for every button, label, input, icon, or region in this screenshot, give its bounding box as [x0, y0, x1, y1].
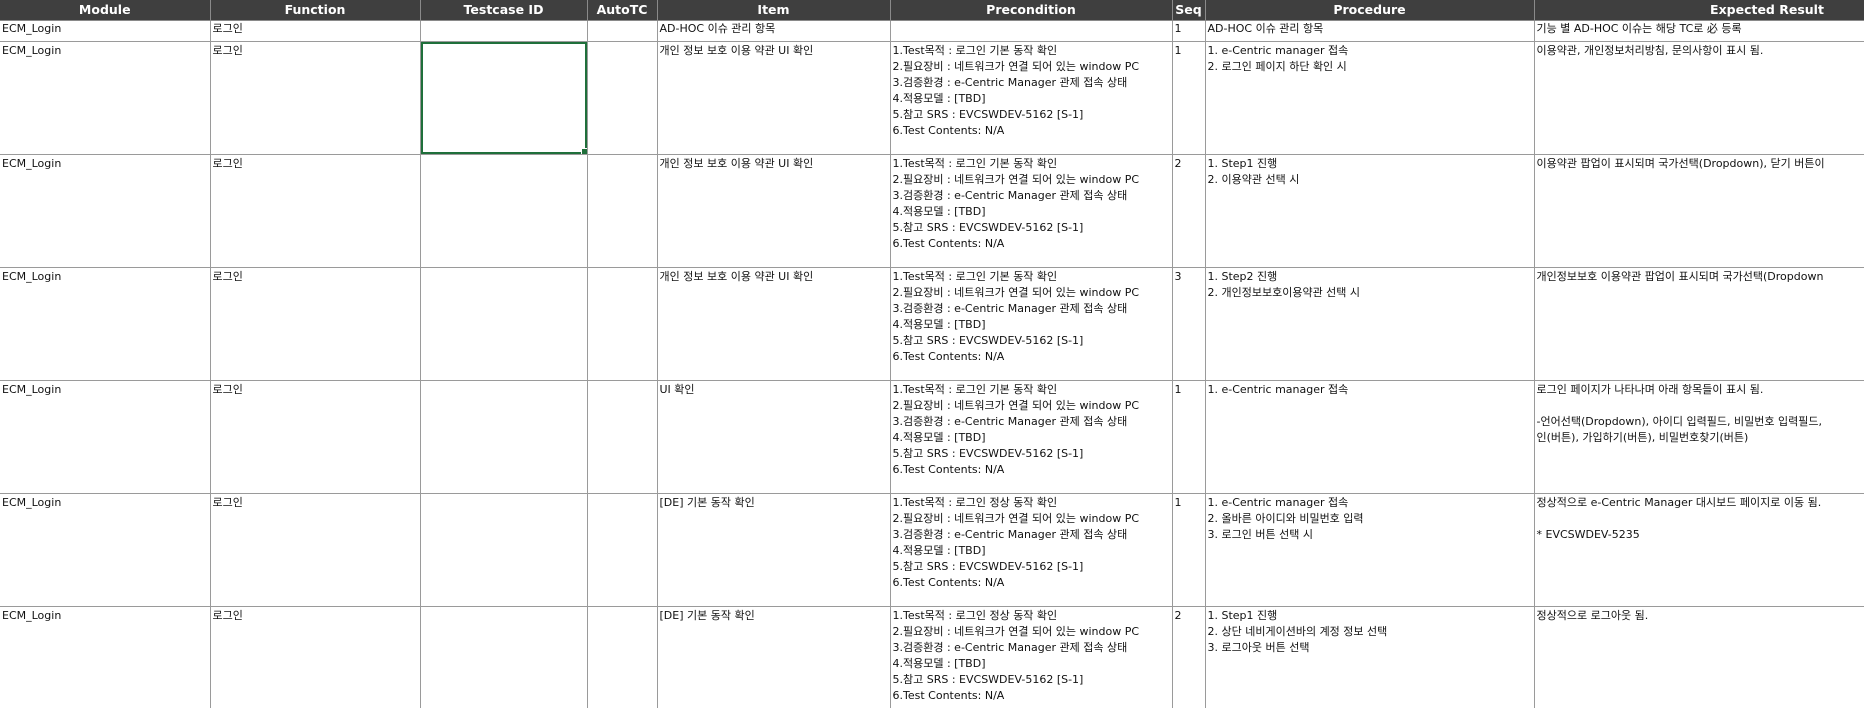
cell-procedure[interactable]: 1. e-Centric manager 접속 [1205, 380, 1535, 494]
cell-module[interactable]: ECM_Login [0, 41, 211, 155]
cell-function[interactable]: 로그인 [210, 380, 421, 494]
cell-function[interactable]: 로그인 [210, 606, 421, 708]
cell-testcase-id[interactable] [420, 154, 588, 268]
cell-seq[interactable]: 2 [1172, 606, 1206, 708]
cell-autotc[interactable] [587, 493, 658, 607]
cell-autotc[interactable] [587, 41, 658, 155]
column-header-expected-result[interactable]: Expected Result [1534, 0, 1864, 21]
table-row: ECM_Login 로그인 AD-HOC 이슈 관리 항목 1 AD-HOC 이… [0, 20, 1864, 42]
cell-autotc[interactable] [587, 267, 658, 381]
cell-item[interactable]: 개인 정보 보호 이용 약관 UI 확인 [657, 41, 891, 155]
cell-seq[interactable]: 3 [1172, 267, 1206, 381]
table-row: ECM_Login 로그인 UI 확인 1.Test목적 : 로그인 기본 동작… [0, 380, 1864, 494]
cell-testcase-id[interactable] [420, 606, 588, 708]
cell-item[interactable]: UI 확인 [657, 380, 891, 494]
cell-expected-result[interactable]: 정상적으로 e-Centric Manager 대시보드 페이지로 이동 됨. … [1534, 493, 1864, 607]
cell-precondition[interactable]: 1.Test목적 : 로그인 정상 동작 확인 2.필요장비 : 네트워크가 연… [890, 493, 1173, 607]
cell-autotc[interactable] [587, 20, 658, 42]
cell-procedure[interactable]: 1. Step2 진행 2. 개인정보보호이용약관 선택 시 [1205, 267, 1535, 381]
cell-seq[interactable]: 1 [1172, 493, 1206, 607]
cell-seq[interactable]: 1 [1172, 20, 1206, 42]
cell-item[interactable]: 개인 정보 보호 이용 약관 UI 확인 [657, 154, 891, 268]
cell-item[interactable]: [DE] 기본 동작 확인 [657, 493, 891, 607]
table-row: ECM_Login 로그인 [DE] 기본 동작 확인 1.Test목적 : 로… [0, 606, 1864, 708]
cell-function[interactable]: 로그인 [210, 493, 421, 607]
cell-testcase-id[interactable] [420, 267, 588, 381]
column-header-module[interactable]: Module [0, 0, 211, 21]
cell-module[interactable]: ECM_Login [0, 606, 211, 708]
cell-function[interactable]: 로그인 [210, 20, 421, 42]
cell-procedure[interactable]: 1. e-Centric manager 접속 2. 로그인 페이지 하단 확인… [1205, 41, 1535, 155]
cell-function[interactable]: 로그인 [210, 267, 421, 381]
cell-procedure[interactable]: 1. Step1 진행 2. 이용약관 선택 시 [1205, 154, 1535, 268]
cell-procedure[interactable]: AD-HOC 이슈 관리 항목 [1205, 20, 1535, 42]
cell-item[interactable]: AD-HOC 이슈 관리 항목 [657, 20, 891, 42]
cell-function[interactable]: 로그인 [210, 154, 421, 268]
cell-autotc[interactable] [587, 606, 658, 708]
cell-expected-result[interactable]: 로그인 페이지가 나타나며 아래 항목들이 표시 됨. -언어선택(Dropdo… [1534, 380, 1864, 494]
cell-module[interactable]: ECM_Login [0, 267, 211, 381]
table-row: ECM_Login 로그인 [DE] 기본 동작 확인 1.Test목적 : 로… [0, 493, 1864, 607]
cell-testcase-id[interactable] [420, 380, 588, 494]
cell-seq[interactable]: 1 [1172, 41, 1206, 155]
cell-expected-result[interactable]: 이용약관, 개인정보처리방침, 문의사항이 표시 됨. [1534, 41, 1864, 155]
cell-item[interactable]: 개인 정보 보호 이용 약관 UI 확인 [657, 267, 891, 381]
column-header-precondition[interactable]: Precondition [890, 0, 1173, 21]
cell-precondition[interactable] [890, 20, 1173, 42]
cell-expected-result[interactable]: 개인정보보호 이용약관 팝업이 표시되며 국가선택(Dropdown [1534, 267, 1864, 381]
table-row: ECM_Login 로그인 개인 정보 보호 이용 약관 UI 확인 1.Tes… [0, 267, 1864, 381]
cell-expected-result[interactable]: 이용약관 팝업이 표시되며 국가선택(Dropdown), 닫기 버튼이 [1534, 154, 1864, 268]
column-header-procedure[interactable]: Procedure [1205, 0, 1535, 21]
cell-procedure[interactable]: 1. e-Centric manager 접속 2. 올바른 아이디와 비밀번호… [1205, 493, 1535, 607]
table-row: ECM_Login 로그인 개인 정보 보호 이용 약관 UI 확인 1.Tes… [0, 154, 1864, 268]
column-header-autotc[interactable]: AutoTC [587, 0, 658, 21]
column-header-function[interactable]: Function [210, 0, 421, 21]
cell-module[interactable]: ECM_Login [0, 20, 211, 42]
cell-autotc[interactable] [587, 380, 658, 494]
cell-expected-result[interactable]: 기능 별 AD-HOC 이슈는 해당 TC로 必 등록 [1534, 20, 1864, 42]
cell-function[interactable]: 로그인 [210, 41, 421, 155]
cell-expected-result[interactable]: 정상적으로 로그아웃 됨. [1534, 606, 1864, 708]
cell-precondition[interactable]: 1.Test목적 : 로그인 정상 동작 확인 2.필요장비 : 네트워크가 연… [890, 606, 1173, 708]
column-header-item[interactable]: Item [657, 0, 891, 21]
column-header-testcase-id[interactable]: Testcase ID [420, 0, 588, 21]
cell-module[interactable]: ECM_Login [0, 493, 211, 607]
cell-testcase-id[interactable] [420, 493, 588, 607]
cell-testcase-id[interactable] [420, 20, 588, 42]
cell-item[interactable]: [DE] 기본 동작 확인 [657, 606, 891, 708]
header-row: Module Function Testcase ID AutoTC Item … [0, 0, 1864, 21]
fill-handle[interactable] [580, 148, 586, 154]
cell-seq[interactable]: 1 [1172, 380, 1206, 494]
cell-precondition[interactable]: 1.Test목적 : 로그인 기본 동작 확인 2.필요장비 : 네트워크가 연… [890, 41, 1173, 155]
cell-precondition[interactable]: 1.Test목적 : 로그인 기본 동작 확인 2.필요장비 : 네트워크가 연… [890, 154, 1173, 268]
cell-module[interactable]: ECM_Login [0, 380, 211, 494]
table-row: ECM_Login 로그인 개인 정보 보호 이용 약관 UI 확인 1.Tes… [0, 41, 1864, 155]
column-header-seq[interactable]: Seq [1172, 0, 1206, 21]
cell-seq[interactable]: 2 [1172, 154, 1206, 268]
cell-precondition[interactable]: 1.Test목적 : 로그인 기본 동작 확인 2.필요장비 : 네트워크가 연… [890, 380, 1173, 494]
cell-procedure[interactable]: 1. Step1 진행 2. 상단 네비게이션바의 계정 정보 선택 3. 로그… [1205, 606, 1535, 708]
cell-autotc[interactable] [587, 154, 658, 268]
cell-module[interactable]: ECM_Login [0, 154, 211, 268]
cell-precondition[interactable]: 1.Test목적 : 로그인 기본 동작 확인 2.필요장비 : 네트워크가 연… [890, 267, 1173, 381]
cell-testcase-id[interactable] [420, 41, 588, 155]
